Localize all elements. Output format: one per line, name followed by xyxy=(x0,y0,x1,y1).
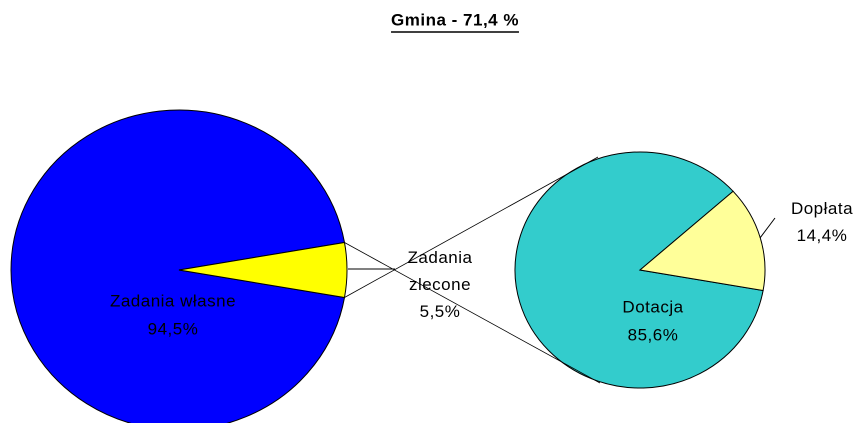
leader-line xyxy=(759,217,776,239)
pie-slice xyxy=(10,109,346,423)
slice-value-label: 5,5% xyxy=(419,302,461,321)
chart-title: Gmina - 71,4 % xyxy=(391,10,519,29)
slice-value-label: 14,4% xyxy=(796,226,848,245)
slice-label: Zadania własne xyxy=(110,291,236,310)
connector-line xyxy=(344,242,601,384)
slice-label: Zadania zlecone xyxy=(407,248,473,294)
slice-value-label: 94,5% xyxy=(148,319,199,338)
slice-label: Dopłata xyxy=(790,199,854,218)
connector-line xyxy=(344,156,599,298)
slice-value-label: 85,6% xyxy=(628,325,679,344)
slice-label: Dotacja xyxy=(622,297,683,316)
pie-slice xyxy=(514,151,764,389)
